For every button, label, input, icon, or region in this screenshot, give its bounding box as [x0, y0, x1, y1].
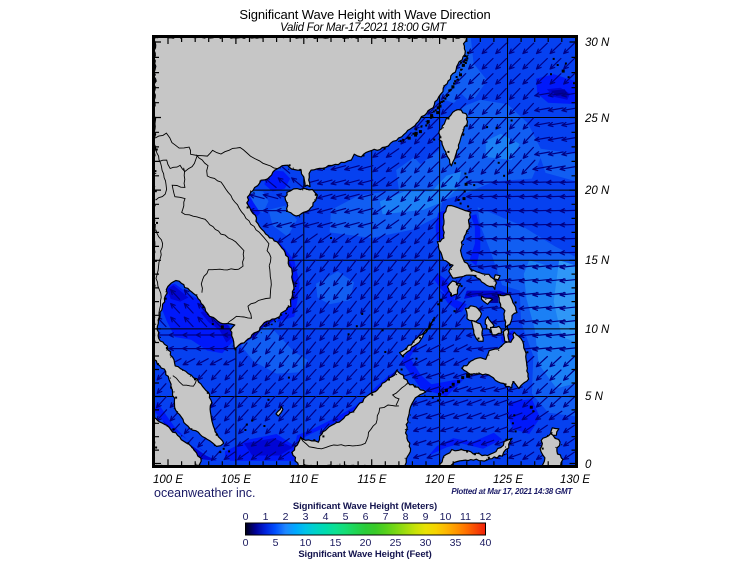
svg-text:oceanweather inc.: oceanweather inc. — [154, 486, 255, 500]
svg-text:20: 20 — [360, 537, 372, 549]
svg-text:2: 2 — [283, 511, 289, 523]
svg-text:40: 40 — [480, 537, 492, 549]
svg-text:9: 9 — [423, 511, 429, 523]
svg-text:25: 25 — [390, 537, 402, 549]
svg-text:30 N: 30 N — [585, 37, 610, 49]
svg-text:6: 6 — [363, 511, 369, 523]
svg-text:110 E: 110 E — [289, 474, 319, 486]
svg-text:5 N: 5 N — [585, 391, 604, 403]
svg-text:Significant Wave Height (Meter: Significant Wave Height (Meters) — [293, 501, 437, 512]
svg-text:115 E: 115 E — [357, 474, 387, 486]
svg-text:4: 4 — [323, 511, 329, 523]
svg-text:8: 8 — [403, 511, 409, 523]
svg-text:10: 10 — [300, 537, 312, 549]
svg-text:20 N: 20 N — [584, 185, 610, 197]
svg-text:Plotted at Mar 17, 2021 14:38: Plotted at Mar 17, 2021 14:38 GMT — [451, 487, 573, 496]
svg-text:12: 12 — [480, 511, 492, 523]
svg-text:105 E: 105 E — [221, 474, 251, 486]
svg-text:125 E: 125 E — [493, 474, 523, 486]
svg-text:15 N: 15 N — [585, 255, 610, 267]
svg-text:130 E: 130 E — [560, 474, 590, 486]
svg-text:100 E: 100 E — [153, 474, 183, 486]
svg-text:1: 1 — [263, 511, 269, 523]
svg-text:120 E: 120 E — [425, 474, 455, 486]
svg-text:Significant Wave Height (Feet): Significant Wave Height (Feet) — [298, 549, 431, 560]
svg-text:5: 5 — [273, 537, 279, 549]
svg-text:11: 11 — [460, 511, 471, 523]
svg-text:10: 10 — [440, 511, 452, 523]
svg-text:Significant Wave Height with W: Significant Wave Height with Wave Direct… — [239, 7, 490, 22]
svg-text:30: 30 — [420, 537, 432, 549]
svg-text:3: 3 — [303, 511, 309, 523]
svg-text:15: 15 — [330, 537, 342, 549]
svg-text:0: 0 — [585, 459, 592, 471]
svg-text:25 N: 25 N — [584, 113, 610, 125]
svg-text:5: 5 — [343, 511, 349, 523]
svg-text:35: 35 — [450, 537, 462, 549]
svg-text:10 N: 10 N — [585, 324, 610, 336]
svg-text:7: 7 — [383, 511, 389, 523]
svg-text:Valid For Mar-17-2021 18:00 GM: Valid For Mar-17-2021 18:00 GMT — [280, 22, 447, 34]
svg-text:0: 0 — [243, 511, 249, 523]
svg-text:0: 0 — [243, 537, 249, 549]
